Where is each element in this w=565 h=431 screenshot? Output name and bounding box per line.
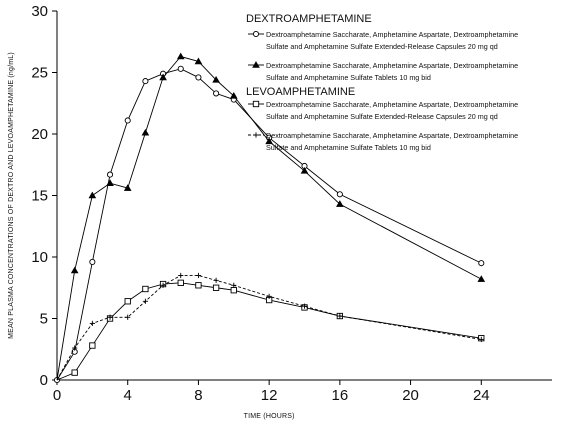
series-line [56, 275, 482, 381]
data-point [89, 342, 96, 349]
data-point [123, 184, 132, 191]
legend-heading: DEXTROAMPHETAMINE [246, 13, 372, 25]
legend-key-marker [252, 61, 260, 68]
y-tick-label: 0 [40, 372, 48, 389]
legend-label: Dextroamphetamine Saccharate, Amphetamin… [266, 131, 518, 140]
legend-entry: Dextroamphetamine Saccharate, Amphetamin… [248, 30, 518, 51]
data-point [229, 91, 238, 99]
y-tick-label: 15 [31, 188, 48, 205]
y-tick-label: 25 [31, 65, 48, 82]
data-point [71, 369, 78, 376]
data-point [141, 128, 150, 136]
data-point [300, 166, 309, 174]
dextro-tablets-series [56, 52, 486, 381]
data-point [195, 272, 202, 279]
legend-key-marker [252, 30, 260, 38]
data-point [142, 78, 149, 85]
data-point [337, 313, 343, 319]
data-point [265, 137, 273, 145]
x-axis-label: TIME (HOURS) [244, 413, 295, 420]
legend-label: Dextroamphetamine Saccharate, Amphetamin… [266, 30, 518, 39]
data-point [478, 260, 485, 267]
x-tick-label: 0 [53, 387, 61, 404]
series-layer [53, 52, 486, 384]
legend-entry: Dextroamphetamine Saccharate, Amphetamin… [248, 131, 518, 152]
data-point [89, 258, 96, 265]
x-tick-label: 12 [261, 387, 278, 404]
data-point [194, 57, 203, 65]
data-point [124, 298, 131, 305]
x-tick-label: 20 [402, 387, 419, 404]
data-point [88, 191, 97, 199]
data-point [107, 314, 113, 320]
legend-label: Sulfate and Amphetamine Sulfate Tablets … [266, 143, 431, 152]
legend-entry: Dextroamphetamine Saccharate, Amphetamin… [248, 61, 518, 82]
data-point [124, 117, 131, 124]
x-tick-label: 16 [332, 387, 349, 404]
data-point [212, 75, 220, 83]
data-point [178, 272, 184, 279]
x-tick-label: 8 [194, 387, 202, 404]
levo-tablets-series [56, 272, 484, 381]
y-axis-label: MEAN PLASMA CONCENTRATIONS OF DEXTRO AND… [8, 52, 15, 339]
legend-heading: LEVOAMPHETAMINE [246, 86, 355, 98]
y-tick-label: 30 [31, 3, 48, 20]
legend-entry: Dextroamphetamine Saccharate, Amphetamin… [248, 100, 518, 121]
legend-key-marker [253, 132, 259, 138]
y-tick-label: 20 [31, 126, 48, 143]
dextro-capsules-series [53, 65, 485, 384]
data-point [266, 293, 272, 299]
tick-labels: 0 4 8 12 16 20 24 0 5 10 15 20 25 30 [31, 3, 489, 404]
data-point [212, 284, 220, 291]
data-point [478, 336, 484, 343]
data-point [142, 285, 149, 293]
axes [52, 10, 552, 385]
data-point [336, 191, 343, 198]
data-point [477, 275, 486, 282]
data-point [301, 303, 308, 309]
data-point [195, 282, 202, 289]
data-point [106, 171, 114, 178]
data-point [106, 179, 114, 186]
data-point [89, 320, 95, 327]
data-point [159, 73, 167, 81]
data-point [142, 298, 148, 304]
data-point [160, 282, 166, 288]
data-point [176, 52, 185, 60]
x-tick-label: 4 [124, 387, 132, 404]
data-point [177, 65, 184, 72]
legend-label: Dextroamphetamine Saccharate, Amphetamin… [266, 61, 518, 70]
data-point [72, 345, 78, 351]
legend: DEXTROAMPHETAMINE Dextroamphetamine Sacch… [246, 13, 518, 152]
data-point [213, 90, 220, 97]
levo-capsules-series [56, 279, 485, 381]
legend-label: Sulfate and Amphetamine Sulfate Extended… [266, 112, 498, 121]
data-point [177, 279, 184, 286]
data-point [336, 200, 344, 207]
y-tick-label: 5 [40, 311, 48, 328]
data-point [213, 277, 219, 283]
legend-label: Dextroamphetamine Saccharate, Amphetamin… [266, 100, 518, 109]
legend-label: Sulfate and Amphetamine Sulfate Extended… [266, 42, 498, 51]
data-point [70, 266, 79, 274]
data-point [125, 314, 131, 320]
data-point [195, 74, 202, 81]
y-tick-label: 10 [31, 249, 48, 266]
data-point [231, 282, 237, 288]
x-tick-label: 24 [473, 387, 490, 404]
legend-key-marker [252, 100, 260, 108]
data-point [230, 287, 237, 294]
legend-label: Sulfate and Amphetamine Sulfate Tablets … [266, 73, 431, 82]
